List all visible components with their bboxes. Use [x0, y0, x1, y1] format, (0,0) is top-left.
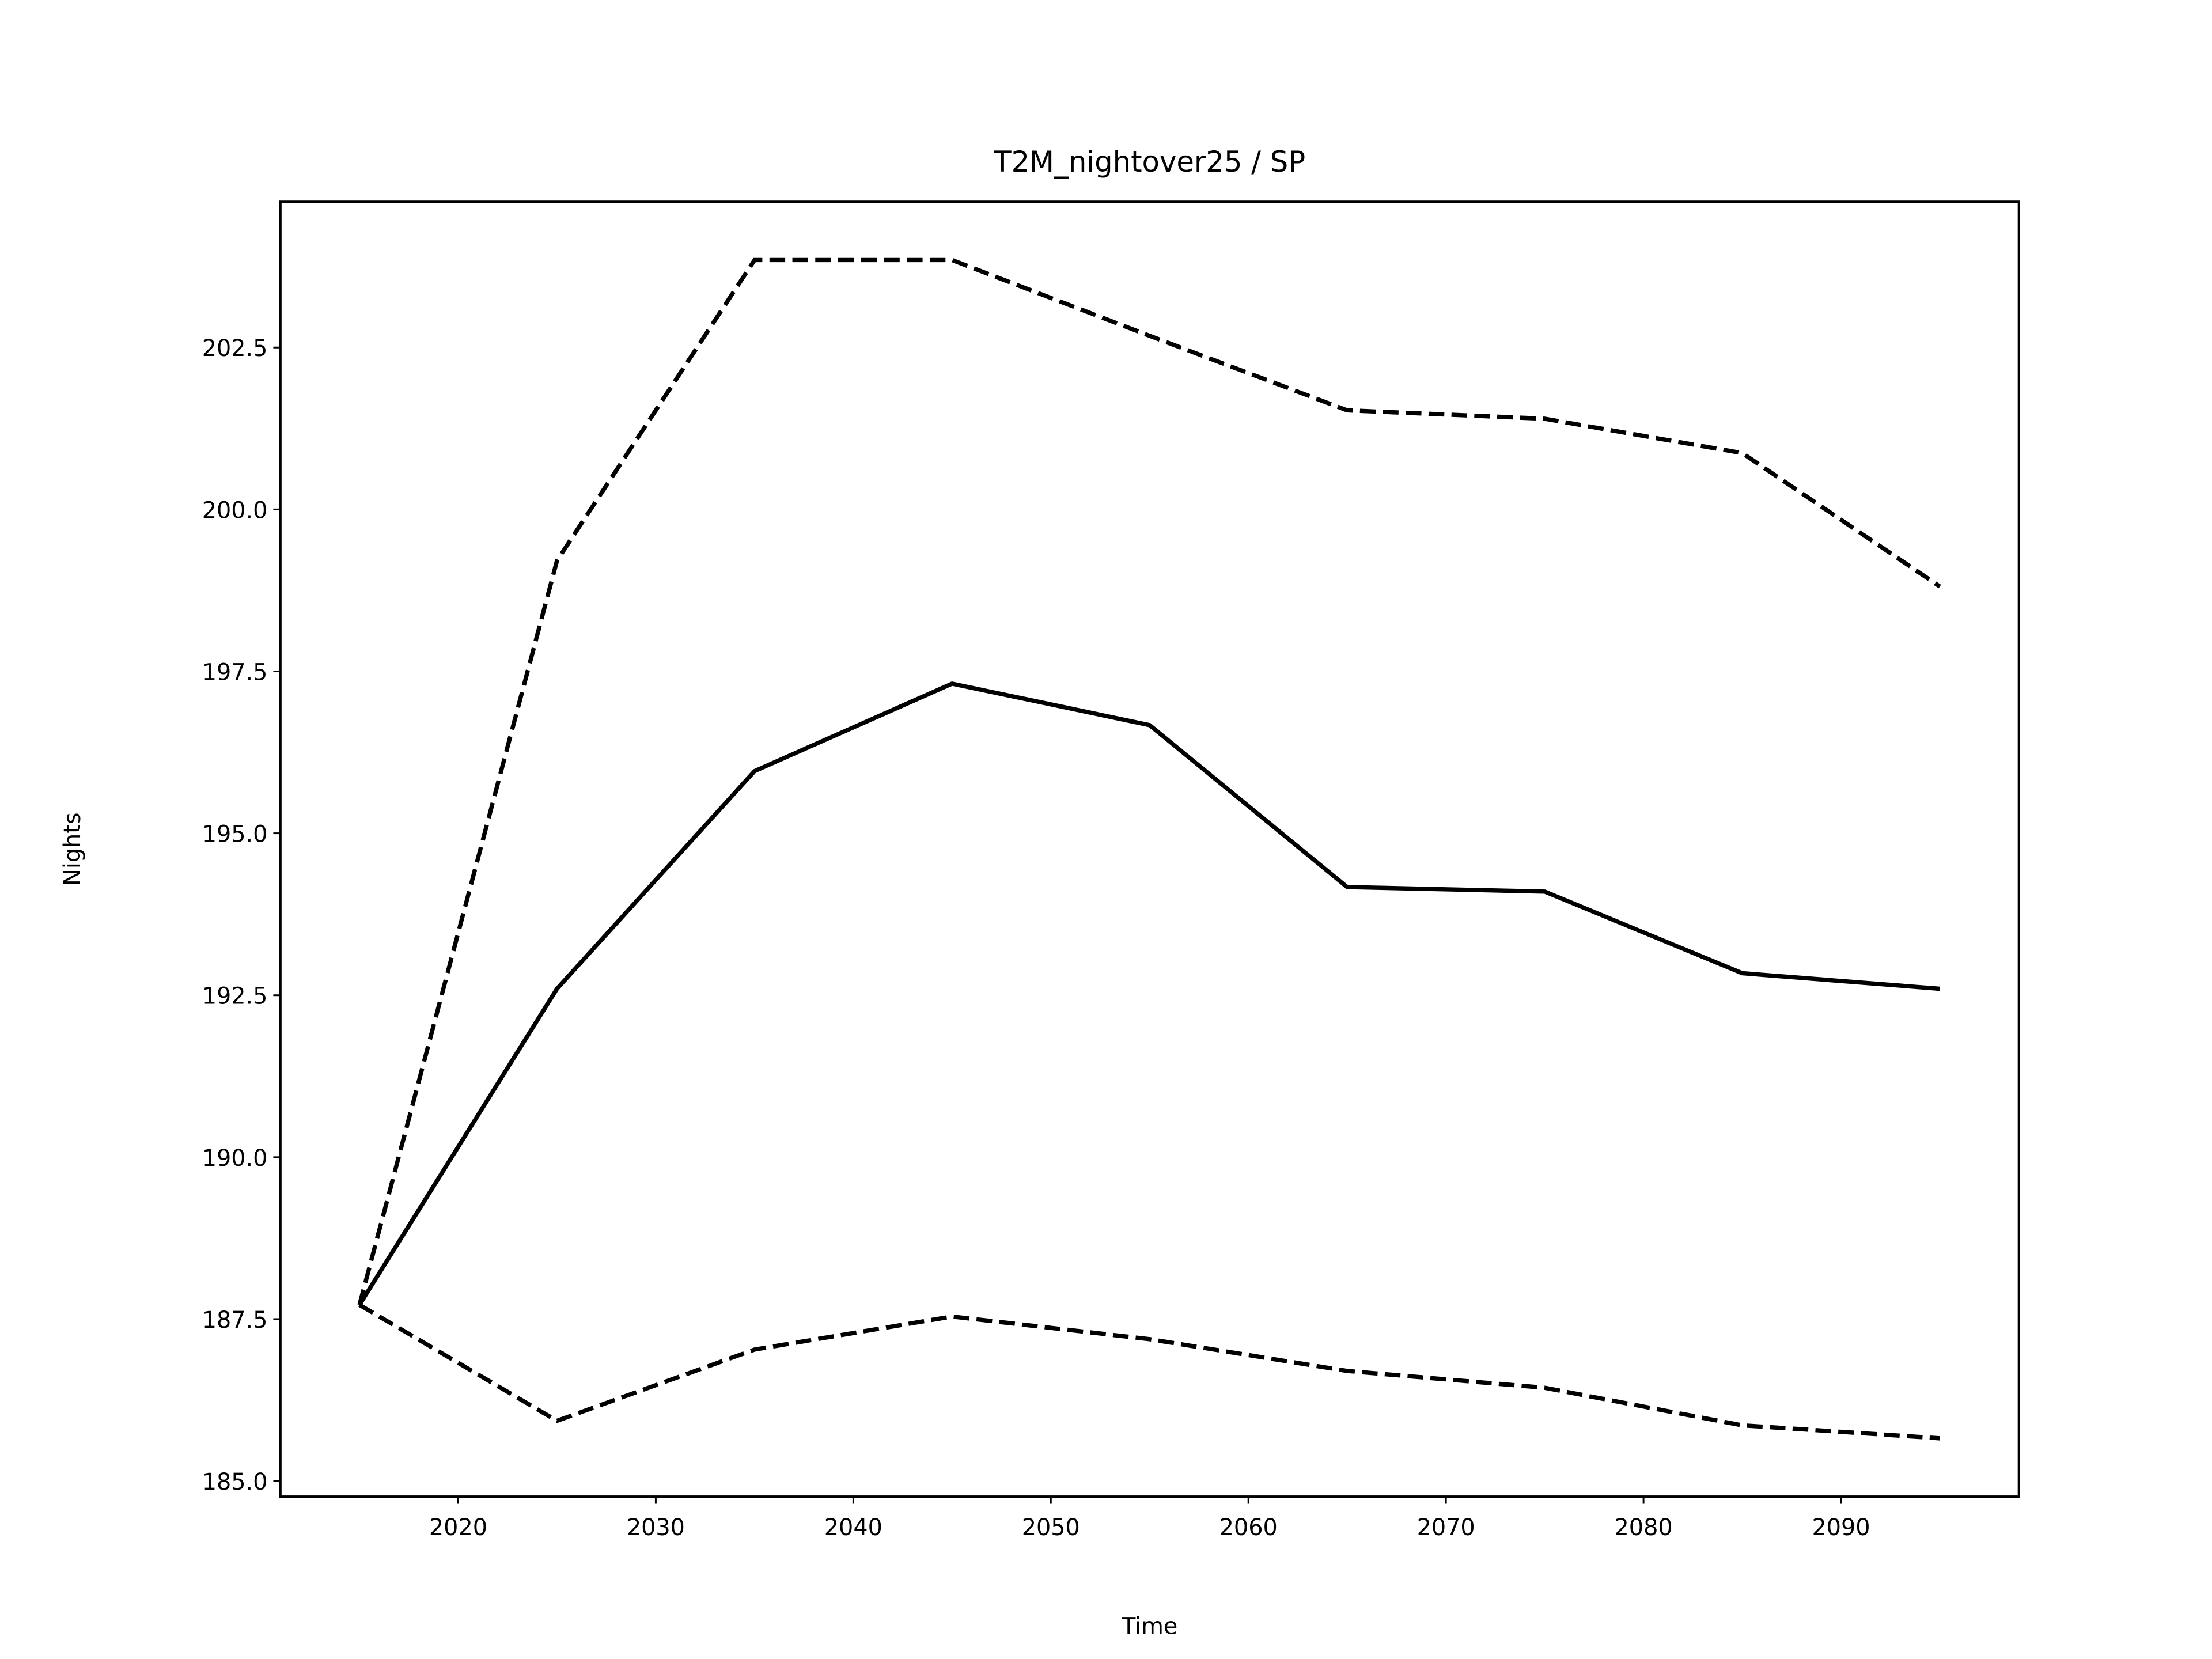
x-tick-label: 2080 [1615, 1514, 1673, 1541]
plot-frame [279, 200, 2020, 1498]
y-tick-label: 202.5 [202, 335, 268, 362]
line-series [357, 257, 1941, 1306]
x-tick-label: 2060 [1219, 1514, 1278, 1541]
chart-title: T2M_nightover25 / SP [993, 145, 1305, 179]
y-tick-label: 192.5 [202, 983, 268, 1010]
y-tick-label: 195.0 [202, 821, 268, 848]
x-tick-label: 2020 [429, 1514, 487, 1541]
y-tick-label: 190.0 [202, 1145, 268, 1172]
line-series [358, 1303, 1940, 1441]
x-tick-label: 2040 [824, 1514, 882, 1541]
x-tick-label: 2050 [1022, 1514, 1080, 1541]
y-tick-label: 200.0 [202, 497, 268, 524]
y-axis-label: Nights [59, 812, 86, 885]
x-tick-label: 2030 [627, 1514, 685, 1541]
x-tick-label: 2070 [1417, 1514, 1475, 1541]
y-tick-label: 197.5 [202, 659, 268, 685]
x-tick-label: 2090 [1812, 1514, 1870, 1541]
y-tick-label: 185.0 [202, 1469, 268, 1495]
x-axis-label: Time [1121, 1613, 1177, 1640]
line-series [357, 681, 1940, 1306]
y-tick-label: 187.5 [202, 1307, 268, 1334]
